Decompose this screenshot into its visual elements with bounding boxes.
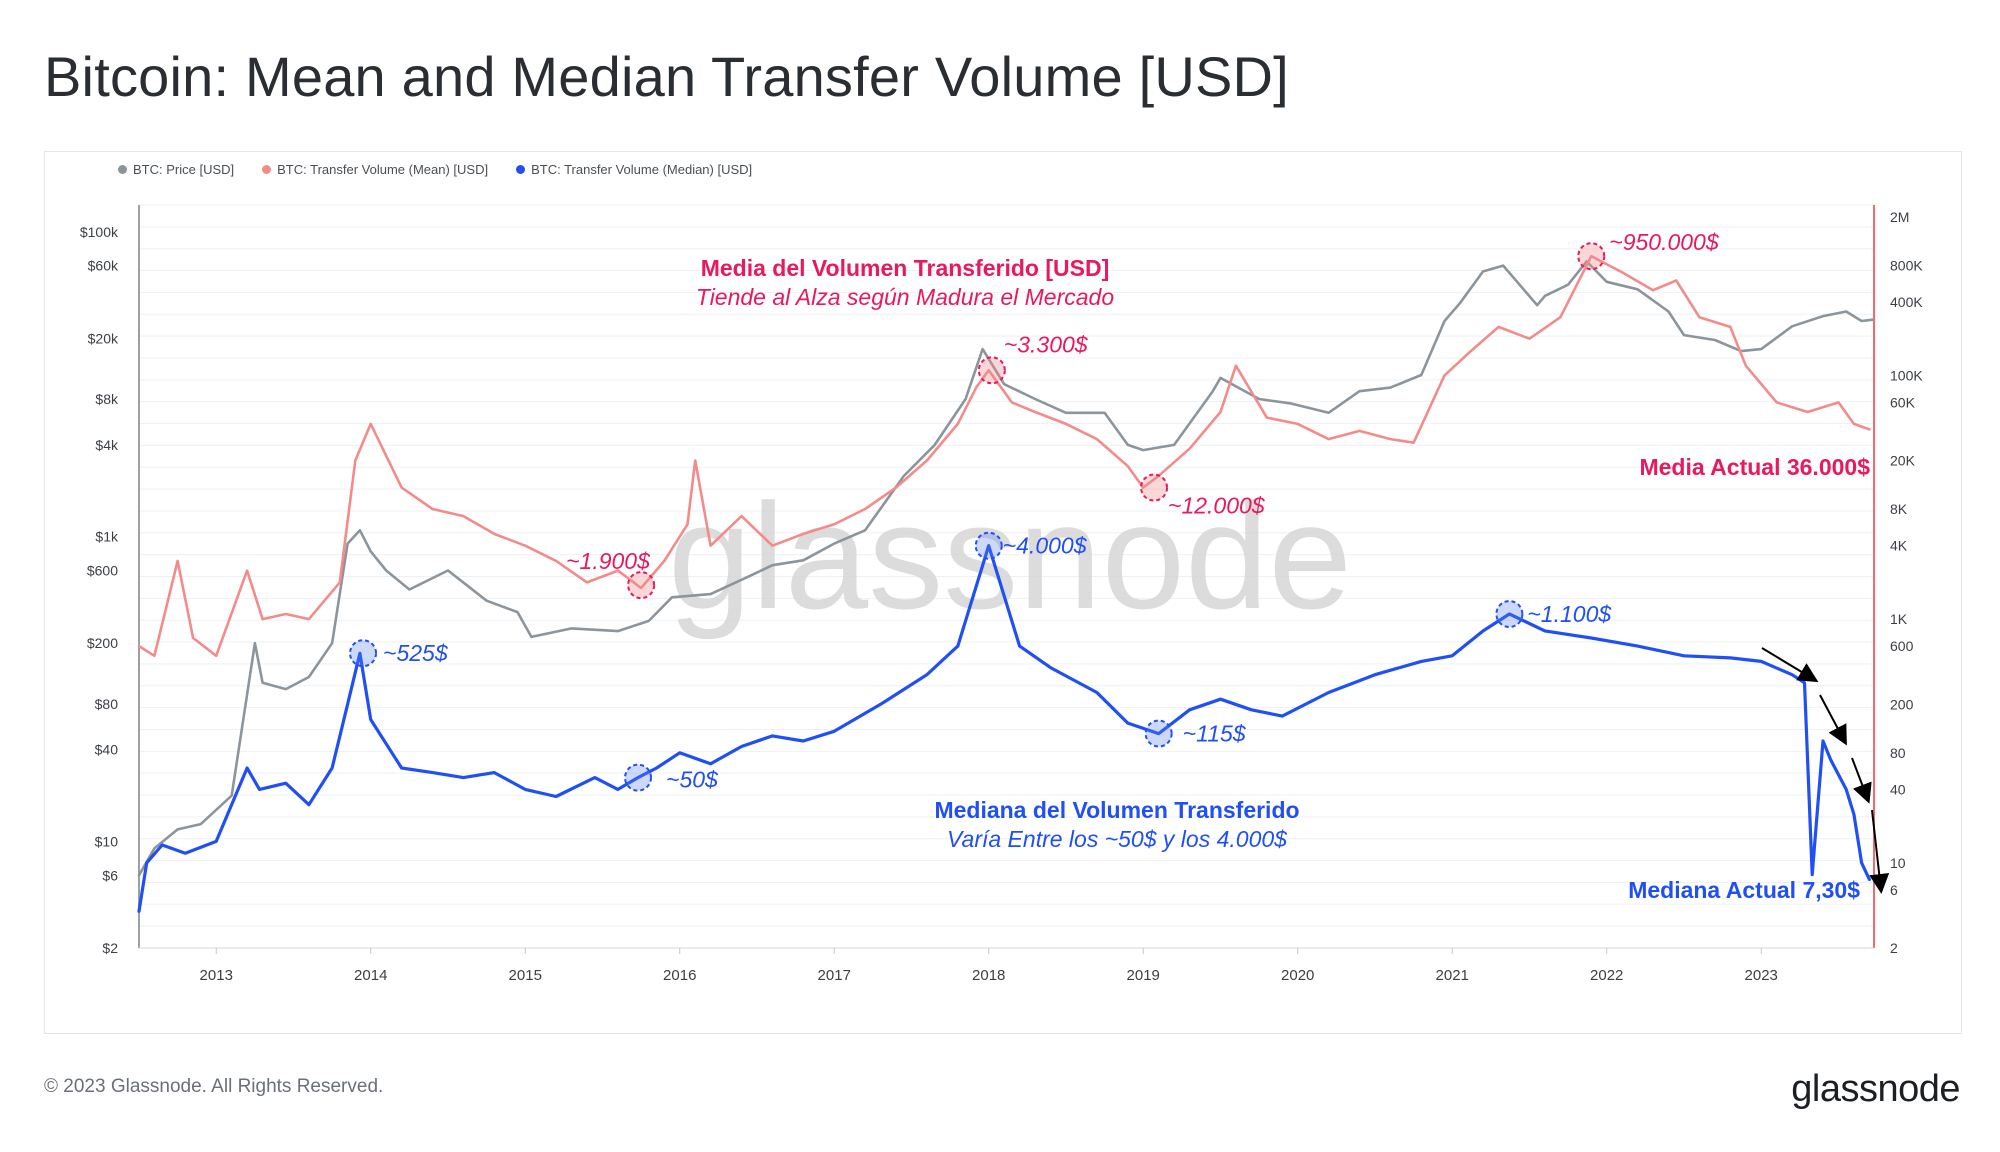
legend-item-mean[interactable]: BTC: Transfer Volume (Mean) [USD] (262, 162, 488, 177)
glassnode-logo: glassnode (1791, 1068, 1960, 1110)
right-tick-label: 6 (1890, 882, 1898, 898)
median-marker (624, 763, 653, 792)
median-current-annotation: Mediana Actual 7,30$ (1628, 877, 1860, 903)
left-tick-label: $10 (95, 833, 119, 849)
right-tick-label: 600 (1890, 638, 1914, 654)
mean-title-annotation: Media del Volumen Transferido [USD] (701, 255, 1110, 281)
right-tick-label: 100K (1890, 367, 1923, 383)
right-tick-label: 80 (1890, 745, 1906, 761)
footer-copyright: © 2023 Glassnode. All Rights Reserved. (44, 1076, 384, 1097)
series-line-price (137, 260, 1874, 877)
right-tick-label: 800K (1890, 257, 1923, 273)
median-point-label: ~1.100$ (1527, 601, 1612, 627)
right-tick-label: 4K (1890, 538, 1908, 554)
x-tick-label: 2021 (1436, 967, 1469, 984)
x-tick-label: 2015 (509, 967, 542, 984)
right-tick-label: 60K (1890, 394, 1916, 410)
chart-legend: BTC: Price [USD] BTC: Transfer Volume (M… (118, 162, 752, 177)
x-tick-label: 2017 (818, 967, 851, 984)
median-subtitle-annotation: Varía Entre los ~50$ y los 4.000$ (947, 826, 1288, 852)
x-tick-label: 2023 (1745, 967, 1778, 984)
left-tick-label: $100k (80, 224, 119, 240)
trend-arrow (1869, 809, 1890, 894)
mean-marker (1140, 473, 1169, 502)
left-tick-label: $4k (95, 437, 119, 453)
median-marker (1495, 600, 1524, 629)
mean-current-annotation: Media Actual 36.000$ (1639, 454, 1870, 480)
left-tick-label: $20k (88, 330, 119, 346)
chart-frame (44, 151, 1962, 1034)
x-tick-label: 2014 (354, 967, 387, 984)
legend-dot-price (118, 165, 127, 174)
left-tick-label: $200 (87, 635, 118, 651)
right-tick-label: 2 (1890, 940, 1898, 956)
right-tick-label: 40 (1890, 781, 1906, 797)
median-marker (349, 639, 378, 668)
right-tick-label: 20K (1890, 453, 1916, 469)
mean-marker (977, 356, 1006, 385)
x-tick-label: 2013 (200, 967, 233, 984)
x-tick-label: 2016 (663, 967, 696, 984)
median-point-label: ~115$ (1183, 721, 1247, 747)
mean-point-label: ~12.000$ (1168, 493, 1266, 519)
mean-point-label: ~950.000$ (1609, 229, 1720, 255)
left-tick-label: $2 (102, 940, 118, 956)
right-tick-label: 200 (1890, 696, 1914, 712)
x-tick-label: 2018 (972, 967, 1005, 984)
median-marker (974, 531, 1003, 560)
mean-subtitle-annotation: Tiende al Alza según Madura el Mercado (696, 284, 1114, 310)
median-title-annotation: Mediana del Volumen Transferido (934, 797, 1299, 823)
x-tick-label: 2019 (1127, 967, 1160, 984)
trend-arrow (1851, 757, 1872, 804)
right-tick-label: 1K (1890, 611, 1908, 627)
trend-arrow (1761, 647, 1819, 683)
legend-label-price: BTC: Price [USD] (133, 162, 235, 177)
series-line-median (137, 544, 1872, 913)
legend-label-mean: BTC: Transfer Volume (Mean) [USD] (277, 162, 489, 177)
right-tick-label: 2M (1890, 209, 1909, 225)
right-tick-label: 400K (1890, 294, 1923, 310)
median-point-label: ~4.000$ (1003, 533, 1088, 559)
median-marker (1144, 719, 1173, 748)
left-tick-label: $8k (95, 391, 119, 407)
mean-marker (627, 571, 656, 600)
left-tick-label: $40 (95, 742, 119, 758)
median-point-label: ~50$ (666, 767, 719, 793)
mean-point-label: ~1.900$ (566, 548, 651, 574)
mean-point-label: ~3.300$ (1004, 331, 1089, 357)
legend-dot-mean (262, 165, 272, 174)
left-tick-label: $600 (87, 562, 118, 578)
left-tick-label: $60k (88, 258, 119, 274)
right-tick-label: 8K (1890, 501, 1908, 517)
left-tick-label: $80 (95, 696, 119, 712)
left-tick-label: $1k (95, 529, 119, 545)
median-point-label: ~525$ (383, 640, 449, 666)
left-tick-label: $6 (102, 867, 118, 883)
legend-label-median: BTC: Transfer Volume (Median) [USD] (531, 162, 753, 177)
legend-item-price[interactable]: BTC: Price [USD] (118, 162, 234, 177)
right-tick-label: 10 (1890, 855, 1906, 871)
trend-arrow (1819, 694, 1847, 746)
legend-item-median[interactable]: BTC: Transfer Volume (Median) [USD] (516, 162, 752, 177)
page-title: Bitcoin: Mean and Median Transfer Volume… (44, 45, 1289, 108)
x-tick-label: 2020 (1281, 967, 1314, 984)
x-tick-label: 2022 (1590, 967, 1623, 984)
mean-marker (1577, 242, 1606, 271)
legend-dot-median (516, 165, 526, 174)
